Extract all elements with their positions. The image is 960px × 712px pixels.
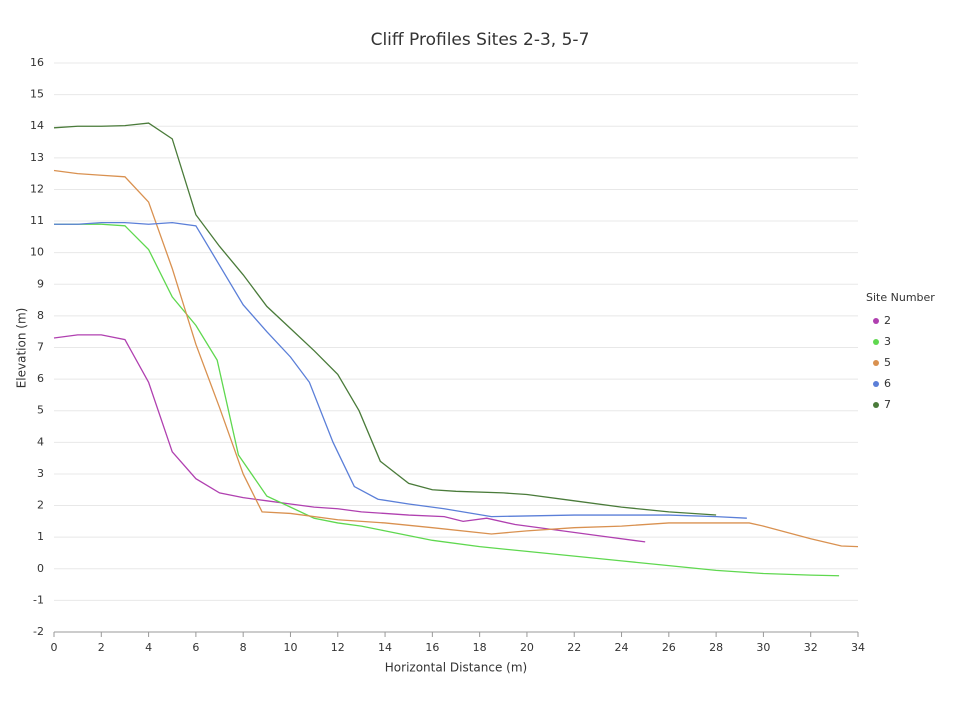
x-tick-label: 22: [567, 641, 581, 654]
y-tick-label: 11: [30, 214, 44, 227]
x-axis-title: Horizontal Distance (m): [385, 661, 527, 675]
x-tick-label: 28: [709, 641, 723, 654]
chart-title: Cliff Profiles Sites 2-3, 5-7: [371, 30, 590, 50]
x-tick-label: 10: [283, 641, 297, 654]
x-tick-label: 0: [51, 641, 58, 654]
x-tick-label: 14: [378, 641, 392, 654]
x-tick-label: 2: [98, 641, 105, 654]
y-tick-label: 14: [30, 119, 44, 132]
legend-title: Site Number: [866, 291, 935, 304]
x-tick-label: 32: [804, 641, 818, 654]
y-tick-label: -2: [33, 625, 44, 638]
x-tick-label: 34: [851, 641, 865, 654]
y-tick-label: 7: [37, 341, 44, 354]
y-tick-label: 6: [37, 372, 44, 385]
y-tick-label: 12: [30, 182, 44, 195]
x-tick-label: 16: [425, 641, 439, 654]
line: [53, 169, 859, 548]
x-tick-label: 8: [240, 641, 247, 654]
y-tick-label: 13: [30, 151, 44, 164]
legend-label: 7: [884, 398, 891, 411]
legend-label: 3: [884, 335, 891, 348]
x-tick-label: 12: [331, 641, 345, 654]
legend-marker: [873, 318, 879, 324]
line: [53, 334, 646, 543]
legend-marker: [873, 360, 879, 366]
y-tick-label: 4: [37, 435, 44, 448]
line: [54, 221, 747, 519]
y-tick-label: 16: [30, 56, 44, 69]
x-tick-label: 4: [145, 641, 152, 654]
x-tick-label: 6: [192, 641, 199, 654]
legend-label: 5: [884, 356, 891, 369]
y-tick-label: 3: [37, 467, 44, 480]
legend-marker: [873, 381, 879, 387]
y-tick-label: 1: [37, 530, 44, 543]
y-tick-label: 15: [30, 88, 44, 101]
y-tick-label: 10: [30, 246, 44, 259]
x-tick-label: 18: [473, 641, 487, 654]
line: [54, 223, 840, 577]
y-tick-label: 8: [37, 309, 44, 322]
y-tick-label: -1: [33, 593, 44, 606]
x-tick-label: 30: [756, 641, 770, 654]
legend-marker: [873, 402, 879, 408]
x-tick-label: 20: [520, 641, 534, 654]
y-tick-label: 0: [37, 562, 44, 575]
legend-label: 6: [884, 377, 891, 390]
x-tick-label: 24: [615, 641, 629, 654]
legend-marker: [873, 339, 879, 345]
y-tick-label: 5: [37, 404, 44, 417]
y-axis-title: Elevation (m): [15, 308, 29, 389]
legend-label: 2: [884, 314, 891, 327]
x-tick-label: 26: [662, 641, 676, 654]
y-tick-label: 9: [37, 277, 44, 290]
y-tick-label: 2: [37, 499, 44, 512]
line: [53, 122, 717, 516]
